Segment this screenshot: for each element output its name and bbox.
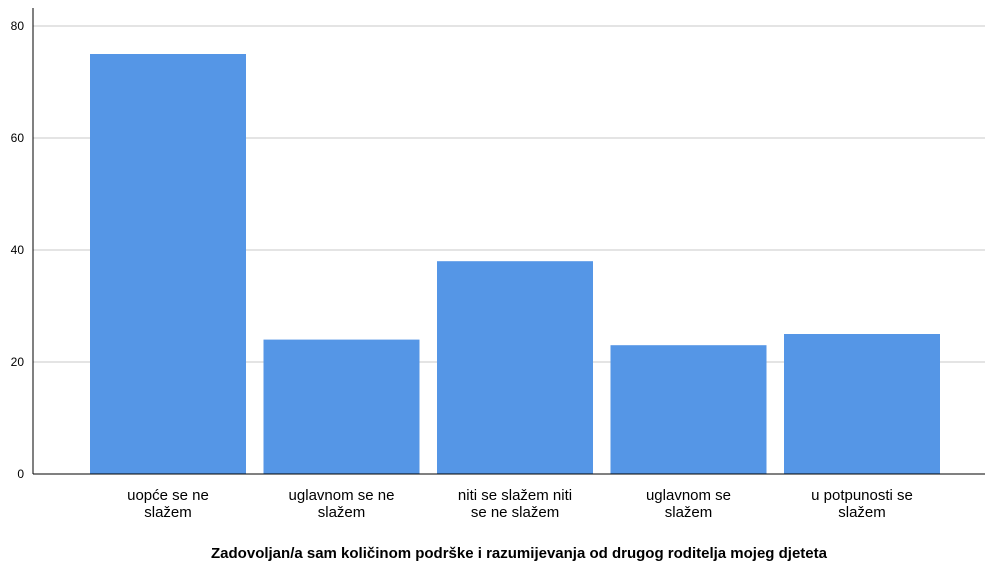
- y-tick-label: 0: [17, 467, 24, 481]
- y-tick-label: 40: [11, 243, 25, 257]
- bar: [610, 345, 767, 474]
- axes: [32, 8, 985, 475]
- x-category-label: uopće se ne slažem: [127, 487, 209, 521]
- bar: [263, 339, 420, 474]
- y-tick-labels: 0 20 40 60 80: [11, 19, 25, 481]
- y-tick-label: 80: [11, 19, 25, 33]
- x-category-labels: uopće se ne slažem uglavnom se ne slažem nit…: [127, 487, 913, 521]
- x-category-label: uglavnom se slažem: [646, 487, 731, 521]
- bar: [437, 261, 593, 474]
- x-category-label: u potpunosti se slažem: [811, 487, 913, 521]
- bar: [90, 54, 246, 474]
- bar: [784, 334, 940, 474]
- y-tick-label: 60: [11, 131, 25, 145]
- y-tick-label: 20: [11, 355, 25, 369]
- x-category-label: uglavnom se ne slažem: [289, 487, 395, 521]
- x-category-label: niti se slažem niti se ne slažem: [458, 487, 572, 521]
- x-axis-title: Zadovoljan/a sam količinom podrške i raz…: [211, 545, 828, 562]
- bars: [90, 54, 940, 474]
